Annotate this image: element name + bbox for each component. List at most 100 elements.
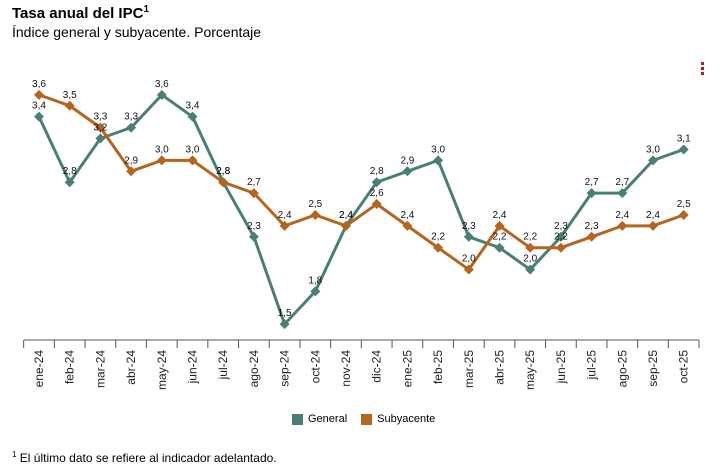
data-point-general [64,177,75,188]
kebab-menu-icon[interactable] [700,62,706,77]
data-label-subyacente: 2,9 [124,155,138,166]
data-label-general: 2,0 [523,254,537,265]
data-point-general [95,133,106,144]
data-label-general: 1,5 [278,308,292,319]
series-line-subyacente [38,93,685,272]
data-label-subyacente: 2,8 [216,166,230,177]
data-point-subyacente [555,242,566,253]
data-label-subyacente: 2,4 [493,210,507,221]
data-point-subyacente [126,166,137,177]
data-point-subyacente [433,242,444,253]
x-tick-label: mar-24 [93,350,107,388]
x-tick-label: nov-24 [339,350,353,387]
footnote-text: El último dato se refiere al indicador a… [19,451,277,465]
data-label-general: 3,3 [124,112,138,123]
data-point-general [187,111,198,122]
data-point-subyacente [494,220,505,231]
data-label-subyacente: 3,0 [155,144,169,155]
chart-title-footnote-mark: 1 [143,4,149,15]
data-point-general [126,122,137,133]
x-tick-label: ene-25 [400,350,414,388]
data-label-subyacente: 2,6 [370,188,384,199]
footnote-mark: 1 [12,450,17,459]
x-tick-label: jul-24 [216,350,230,381]
data-point-general [279,319,290,330]
legend-item-general[interactable]: General [292,413,347,425]
menu-dot [701,62,704,65]
legend-label-general: General [308,413,348,425]
chart-title-text: Tasa anual del IPC [12,5,144,22]
data-point-general [463,231,474,242]
data-label-general: 3,6 [155,79,169,90]
data-label-general: 3,1 [677,133,691,144]
x-tick-label: may-25 [523,350,537,390]
chart-subtitle: Índice general y subyacente. Porcentaje [12,24,262,40]
data-label-general: 2,3 [462,221,476,232]
x-tick-label: feb-25 [431,350,445,384]
data-point-general [371,177,382,188]
data-label-general: 2,3 [554,221,568,232]
data-label-subyacente: 3,0 [186,144,200,155]
data-label-subyacente: 2,4 [278,210,292,221]
data-label-subyacente: 2,5 [308,199,322,210]
data-label-subyacente: 2,3 [585,221,599,232]
data-label-general: 2,8 [63,166,77,177]
x-tick-label: abr-25 [493,350,507,385]
legend: General Subyacente [292,413,449,425]
data-label-subyacente: 2,7 [247,177,261,188]
data-point-subyacente [156,155,167,166]
data-point-general [156,89,167,100]
data-point-subyacente [402,220,413,231]
data-point-general [310,286,321,297]
x-tick-label: oct-25 [677,350,691,384]
x-tick-label: dic-24 [370,350,384,383]
data-label-subyacente: 2,0 [462,254,476,265]
menu-dot [701,72,704,75]
data-point-subyacente [617,220,628,231]
data-point-subyacente [218,177,229,188]
data-label-general: 2,4 [339,210,353,221]
data-point-general [525,264,536,275]
x-tick-label: ago-25 [615,350,629,388]
data-label-general: 3,0 [646,144,660,155]
data-point-general [34,111,44,122]
data-label-subyacente: 2,2 [431,232,445,243]
data-point-general [617,188,628,199]
data-label-general: 3,4 [32,101,46,112]
data-point-general [433,155,444,166]
data-point-subyacente [310,209,321,220]
footnote: 1 El último dato se refiere al indicador… [12,450,277,465]
data-label-subyacente: 3,5 [63,90,77,101]
data-point-general [586,188,597,199]
data-label-subyacente: 2,4 [615,210,629,221]
data-point-subyacente [586,231,597,242]
data-point-subyacente [248,188,259,199]
data-label-general: 2,7 [585,177,599,188]
data-label-subyacente: 2,4 [646,210,660,221]
legend-swatch-general [292,413,303,425]
data-label-general: 2,8 [370,166,384,177]
x-tick-label: ago-24 [247,350,261,388]
x-tick-label: feb-24 [63,350,77,384]
legend-swatch-subyacente [361,413,373,425]
data-point-general [402,166,413,177]
x-tick-label: jul-25 [585,350,599,381]
data-label-general: 3,4 [186,101,200,112]
data-label-subyacente: 2,2 [523,232,537,243]
data-point-general [678,144,689,155]
data-label-subyacente: 3,3 [93,112,107,123]
x-tick-label: sep-25 [646,350,660,387]
data-label-general: 3,2 [93,123,107,134]
data-label-general: 1,8 [308,275,322,286]
data-point-subyacente [463,264,474,275]
x-tick-label: jun-24 [186,350,200,385]
data-point-subyacente [525,242,536,253]
data-point-subyacente [187,155,198,166]
data-label-subyacente: 3,6 [32,79,46,90]
data-point-subyacente [648,220,658,231]
x-tick-label: ene-24 [32,350,46,388]
x-tick-label: may-24 [155,350,169,390]
data-point-subyacente [279,220,290,231]
legend-item-subyacente[interactable]: Subyacente [361,413,435,425]
